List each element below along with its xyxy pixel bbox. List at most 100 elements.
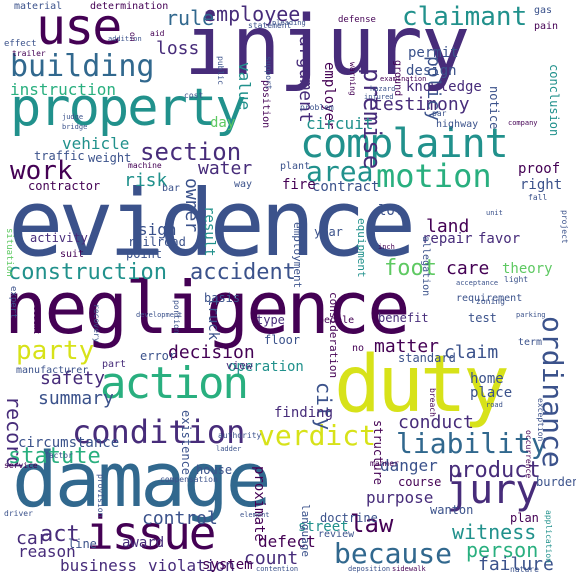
word-conclusion: conclusion — [547, 64, 561, 137]
word-part: part — [102, 359, 127, 370]
word-land: land — [426, 216, 470, 237]
word-record: record — [2, 396, 26, 469]
word-factor: factor — [44, 451, 73, 460]
word-evidence: evidence — [8, 170, 416, 277]
word-house: house — [196, 463, 233, 477]
word-company: company — [508, 119, 538, 127]
word-foot: foot — [384, 256, 437, 281]
word-allegation: allegation — [420, 236, 431, 297]
word-inch: inch — [378, 243, 395, 251]
word-circuit: circuit — [306, 114, 374, 133]
word-right: right — [520, 177, 563, 193]
word-count: count — [244, 548, 299, 569]
word-testimony: testimony — [372, 94, 470, 115]
word-duty: duty — [334, 340, 510, 430]
word-claimant: claimant — [402, 2, 528, 32]
word-no: no — [352, 343, 365, 354]
word-contention: contention — [256, 565, 299, 573]
word-people: people — [318, 315, 355, 326]
word-gas: gas — [534, 5, 553, 16]
word-existence: existence — [179, 410, 193, 476]
word-knowledge: knowledge — [406, 79, 482, 95]
word-application: application — [544, 510, 553, 563]
word-negligence: negligence — [4, 266, 410, 350]
word-manufacturer: manufacturer — [16, 365, 89, 376]
word-cost: cost — [184, 91, 204, 100]
word-decedent: decedent — [32, 296, 41, 335]
word-zoning: zoning — [476, 297, 505, 306]
word-trailer: trailer — [12, 49, 46, 58]
word-employer: employer — [321, 62, 337, 130]
word-structure: structure — [371, 420, 385, 486]
word-burden: burden — [536, 475, 576, 489]
word-course: course — [398, 475, 442, 489]
word-material: material — [14, 1, 63, 12]
word-verdict: verdict — [258, 419, 377, 452]
word-fire: fire — [282, 177, 316, 193]
word-service: service — [4, 461, 38, 470]
word-construction: construction — [8, 260, 167, 285]
word-purpose: purpose — [366, 488, 434, 507]
word-benefit: benefit — [378, 311, 429, 325]
word-finding: finding — [274, 405, 334, 421]
word-home: home — [470, 371, 504, 387]
word-result: result — [201, 206, 217, 257]
word-aid: aid — [150, 29, 165, 38]
word-witness: witness — [452, 520, 537, 544]
word-basis: basis — [204, 291, 241, 305]
word-argument: argument — [295, 36, 316, 123]
word-activity: activity — [30, 231, 88, 245]
word-business: business — [60, 556, 138, 575]
word-ladder: ladder — [216, 445, 242, 453]
word-lot: lot — [378, 203, 404, 219]
word-action: action — [100, 358, 249, 409]
word-contractor: contractor — [28, 179, 101, 193]
word-repair: repair — [422, 231, 473, 247]
word-product: product — [448, 458, 541, 483]
word-area: area — [306, 155, 374, 188]
word-equipment: equipment — [355, 218, 368, 278]
word-loss: loss — [156, 38, 200, 59]
word-risk: risk — [124, 170, 168, 191]
word-standard: standard — [398, 351, 456, 365]
word-injured: injured — [364, 93, 394, 101]
word-element: element — [240, 511, 270, 519]
word-addition: addition — [108, 35, 142, 43]
word-work: work — [10, 156, 73, 186]
word-accident: accident — [190, 260, 296, 285]
word-determination: determination — [90, 1, 169, 12]
word-nature: nature — [510, 565, 539, 574]
word-favor: favor — [478, 231, 521, 247]
word-car: car — [16, 528, 49, 549]
word-issue: issue — [86, 506, 216, 560]
word-sidewalk: sidewalk — [392, 565, 426, 573]
word-portion: portion — [172, 300, 181, 334]
word-notice: notice — [487, 86, 501, 130]
word-pain: pain — [534, 21, 559, 32]
word-occurrence: occurrence — [524, 430, 533, 479]
word-ground: ground — [392, 60, 403, 97]
word-provision: provision — [96, 474, 105, 518]
word-place: place — [470, 385, 513, 401]
word-section: section — [140, 138, 242, 166]
word-property: property — [10, 78, 246, 138]
word-railroad: railroad — [128, 235, 186, 249]
word-pleading: pleading — [272, 19, 306, 27]
word-weight: weight — [88, 151, 132, 165]
word-breach: breach — [428, 388, 437, 417]
word-contract: contract — [312, 179, 380, 195]
word-award: award — [122, 535, 165, 551]
word-care: care — [446, 258, 490, 279]
word-water: water — [198, 158, 253, 179]
word-instruction: instruction — [10, 80, 116, 99]
word-decision: decision — [168, 342, 255, 363]
word-position: position — [260, 80, 271, 129]
word-hazard: hazard — [370, 85, 396, 93]
word-judge: judge — [62, 113, 84, 121]
word-consideration: consideration — [327, 292, 340, 379]
word-deposition: deposition — [348, 565, 391, 573]
word-employment: employment — [291, 222, 304, 289]
word-claim: claim — [444, 342, 499, 363]
word-term: term — [518, 337, 543, 348]
